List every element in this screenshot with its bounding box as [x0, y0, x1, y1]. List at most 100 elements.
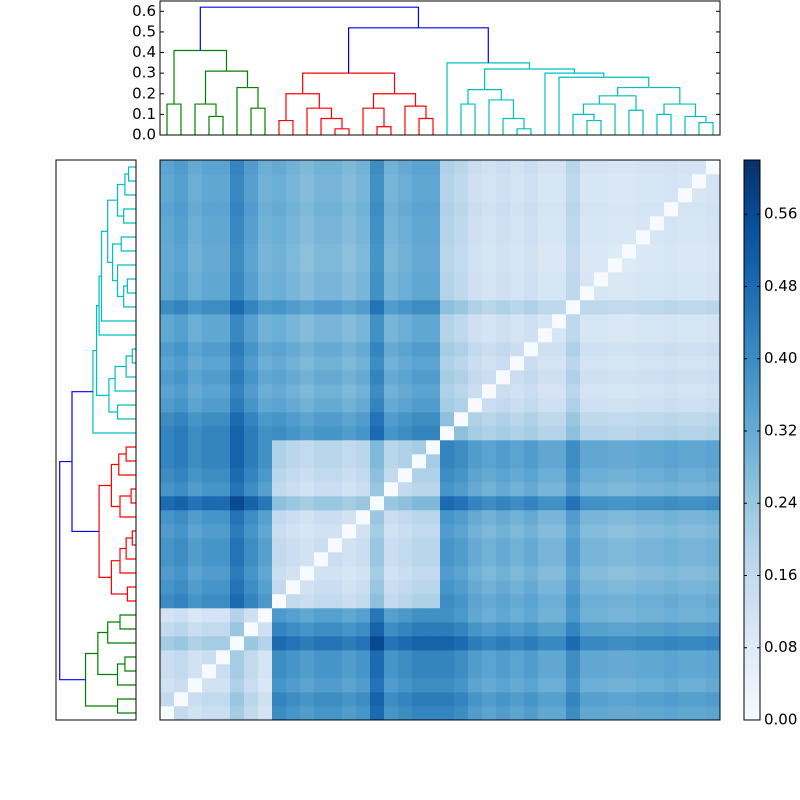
heat-cell [608, 566, 623, 581]
heat-cell [272, 384, 287, 399]
heat-cell [356, 706, 371, 721]
heat-cell [412, 580, 427, 595]
heat-cell [706, 510, 721, 525]
heat-cell [356, 566, 371, 581]
heat-cell [174, 426, 189, 441]
heat-cell [468, 678, 483, 693]
heat-cell [482, 552, 497, 567]
heat-cell [706, 636, 721, 651]
heat-cell [678, 412, 693, 427]
heat-cell [650, 412, 665, 427]
heat-cell [678, 636, 693, 651]
heat-cell [174, 566, 189, 581]
heat-cell [552, 314, 567, 329]
heat-cell [244, 188, 259, 203]
heat-cell [594, 538, 609, 553]
heat-cell [552, 538, 567, 553]
heat-cell [524, 580, 539, 595]
heat-cell [398, 496, 413, 511]
heat-cell [650, 314, 665, 329]
heat-cell [160, 370, 175, 385]
heat-cell [664, 244, 679, 259]
heat-cell [342, 370, 357, 385]
heat-cell [258, 454, 273, 469]
dendrogram-link [320, 117, 343, 135]
heat-cell [692, 650, 707, 665]
heat-cell [552, 426, 567, 441]
heat-cell [594, 272, 609, 287]
heat-cell [300, 244, 315, 259]
heat-cell [202, 552, 217, 567]
heat-cell [160, 524, 175, 539]
heat-cell [258, 706, 273, 721]
heat-cell [552, 454, 567, 469]
dendrogram-link [110, 560, 128, 595]
colorbar-tick-label: 0.48 [764, 277, 797, 295]
heat-cell [706, 398, 721, 413]
heat-cell [216, 202, 231, 217]
heat-cell [650, 258, 665, 273]
heat-cell [496, 650, 511, 665]
heat-cell [566, 384, 581, 399]
heat-cell [286, 272, 301, 287]
heat-cell [412, 510, 427, 525]
heat-cell [370, 692, 385, 707]
heat-cell [440, 314, 455, 329]
heat-cell [188, 566, 203, 581]
heat-cell [706, 678, 721, 693]
heat-cell [188, 398, 203, 413]
heat-cell [552, 286, 567, 301]
heat-cell [552, 384, 567, 399]
heat-cell [538, 328, 553, 343]
heat-cell [692, 244, 707, 259]
heat-cell [692, 426, 707, 441]
heat-cell [384, 482, 399, 497]
heat-cell [566, 300, 581, 315]
heat-cell [202, 692, 217, 707]
heat-cell [622, 692, 637, 707]
heat-cell [370, 552, 385, 567]
heat-cell [552, 258, 567, 273]
heat-cell [160, 496, 175, 511]
heat-cell [370, 300, 385, 315]
heat-cell [160, 482, 175, 497]
heat-cell [202, 482, 217, 497]
heat-cell [482, 524, 497, 539]
heat-cell [440, 272, 455, 287]
heat-cell [300, 664, 315, 679]
heat-cell [356, 468, 371, 483]
heat-cell [510, 272, 525, 287]
heat-cell [258, 580, 273, 595]
heat-cell [272, 678, 287, 693]
heat-cell [174, 454, 189, 469]
heat-cell [160, 594, 175, 609]
heat-cell [272, 286, 287, 301]
heat-cell [664, 342, 679, 357]
heat-cell [664, 482, 679, 497]
heat-cell [552, 468, 567, 483]
y-tick-label: 0.3 [132, 64, 156, 82]
heat-cell [496, 552, 511, 567]
heat-cell [230, 622, 245, 637]
heat-cell [398, 258, 413, 273]
heat-cell [216, 272, 231, 287]
heat-cell [580, 426, 595, 441]
heat-cell [160, 230, 175, 245]
heat-cell [174, 608, 189, 623]
heat-cell [384, 202, 399, 217]
heat-cell [496, 622, 511, 637]
heat-cell [482, 398, 497, 413]
heat-cell [328, 594, 343, 609]
heat-cell [342, 664, 357, 679]
heat-cell [244, 216, 259, 231]
heat-cell [510, 622, 525, 637]
heat-cell [692, 664, 707, 679]
heat-cell [328, 664, 343, 679]
heat-cell [370, 286, 385, 301]
heat-cell [272, 552, 287, 567]
heat-cell [664, 426, 679, 441]
heat-cell [594, 552, 609, 567]
heat-cell [622, 258, 637, 273]
heat-cell [622, 454, 637, 469]
heat-cell [356, 622, 371, 637]
